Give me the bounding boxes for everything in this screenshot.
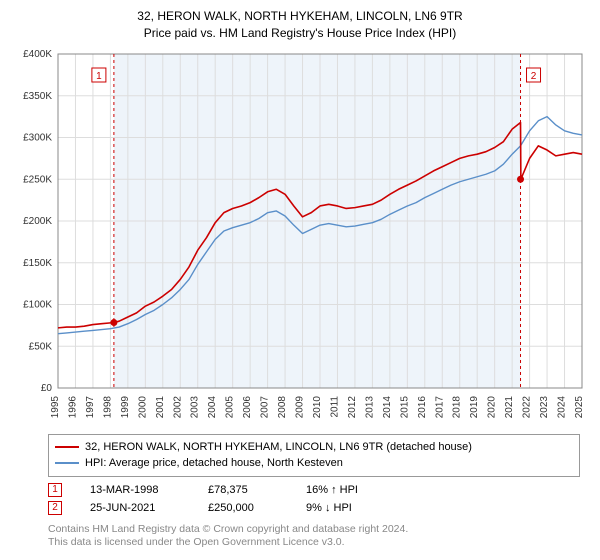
legend-swatch-2 bbox=[55, 462, 79, 464]
svg-text:2011: 2011 bbox=[329, 395, 340, 417]
footnote-line-1: Contains HM Land Registry data © Crown c… bbox=[48, 523, 580, 537]
svg-text:2024: 2024 bbox=[557, 395, 568, 418]
svg-text:2012: 2012 bbox=[347, 395, 358, 418]
svg-text:2015: 2015 bbox=[399, 395, 410, 418]
svg-text:2006: 2006 bbox=[242, 395, 253, 418]
svg-text:1997: 1997 bbox=[85, 395, 96, 418]
sale-date: 13-MAR-1998 bbox=[90, 484, 180, 496]
legend-label-2: HPI: Average price, detached house, Nort… bbox=[85, 455, 343, 472]
svg-text:£100K: £100K bbox=[23, 299, 52, 310]
line-chart-svg: £0 £50K £100K £150K £200K £250K £300K £350K £400… bbox=[10, 48, 590, 428]
svg-text:£0: £0 bbox=[41, 383, 53, 394]
sale-row: 1 13-MAR-1998 £78,375 16% ↑ HPI bbox=[48, 481, 580, 499]
svg-text:2017: 2017 bbox=[434, 395, 445, 418]
sale-pct: 16% ↑ HPI bbox=[306, 484, 396, 496]
svg-text:£250K: £250K bbox=[23, 174, 52, 185]
footnote: Contains HM Land Registry data © Crown c… bbox=[48, 523, 580, 550]
svg-text:2004: 2004 bbox=[207, 395, 218, 418]
svg-text:1998: 1998 bbox=[102, 395, 113, 418]
svg-text:2021: 2021 bbox=[504, 395, 515, 418]
svg-text:1999: 1999 bbox=[120, 395, 131, 418]
svg-text:2002: 2002 bbox=[172, 395, 183, 418]
svg-text:£400K: £400K bbox=[23, 49, 52, 60]
svg-text:2023: 2023 bbox=[539, 395, 550, 418]
svg-text:£150K: £150K bbox=[23, 257, 52, 268]
svg-text:2: 2 bbox=[531, 71, 537, 82]
svg-text:1996: 1996 bbox=[67, 395, 78, 418]
sale-price: £78,375 bbox=[208, 484, 278, 496]
marker-badge-1: 1 bbox=[48, 483, 62, 497]
chart-area: £0 £50K £100K £150K £200K £250K £300K £350K £400… bbox=[10, 48, 590, 428]
legend-row-2: HPI: Average price, detached house, Nort… bbox=[55, 455, 573, 472]
svg-text:2010: 2010 bbox=[312, 395, 323, 418]
svg-text:£350K: £350K bbox=[23, 90, 52, 101]
sale-row: 2 25-JUN-2021 £250,000 9% ↓ HPI bbox=[48, 499, 580, 517]
sale-rows: 1 13-MAR-1998 £78,375 16% ↑ HPI 2 25-JUN… bbox=[48, 481, 580, 517]
footnote-line-2: This data is licensed under the Open Gov… bbox=[48, 536, 580, 550]
sale-price: £250,000 bbox=[208, 502, 278, 514]
svg-text:2009: 2009 bbox=[295, 395, 306, 418]
svg-text:2014: 2014 bbox=[382, 395, 393, 418]
sale-pct: 9% ↓ HPI bbox=[306, 502, 396, 514]
sale-date: 25-JUN-2021 bbox=[90, 502, 180, 514]
legend-label-1: 32, HERON WALK, NORTH HYKEHAM, LINCOLN, … bbox=[85, 439, 472, 456]
legend-swatch-1 bbox=[55, 446, 79, 448]
legend: 32, HERON WALK, NORTH HYKEHAM, LINCOLN, … bbox=[48, 434, 580, 477]
chart-subtitle: Price paid vs. HM Land Registry's House … bbox=[10, 25, 590, 42]
svg-text:2022: 2022 bbox=[522, 395, 533, 418]
svg-text:2003: 2003 bbox=[190, 395, 201, 418]
svg-text:2007: 2007 bbox=[260, 395, 271, 418]
svg-text:2018: 2018 bbox=[452, 395, 463, 418]
svg-text:2016: 2016 bbox=[417, 395, 428, 418]
legend-row-1: 32, HERON WALK, NORTH HYKEHAM, LINCOLN, … bbox=[55, 439, 573, 456]
svg-text:£50K: £50K bbox=[29, 341, 53, 352]
svg-text:2025: 2025 bbox=[574, 395, 585, 418]
svg-text:2001: 2001 bbox=[155, 395, 166, 418]
svg-text:1995: 1995 bbox=[50, 395, 61, 418]
svg-text:2013: 2013 bbox=[364, 395, 375, 418]
svg-text:2005: 2005 bbox=[225, 395, 236, 418]
svg-text:2020: 2020 bbox=[487, 395, 498, 418]
svg-text:2000: 2000 bbox=[137, 395, 148, 418]
chart-title: 32, HERON WALK, NORTH HYKEHAM, LINCOLN, … bbox=[10, 8, 590, 25]
svg-text:1: 1 bbox=[96, 71, 102, 82]
marker-badge-2: 2 bbox=[48, 501, 62, 515]
svg-text:2008: 2008 bbox=[277, 395, 288, 418]
chart-container: 32, HERON WALK, NORTH HYKEHAM, LINCOLN, … bbox=[0, 0, 600, 560]
svg-text:2019: 2019 bbox=[469, 395, 480, 418]
svg-text:£300K: £300K bbox=[23, 132, 52, 143]
svg-text:£200K: £200K bbox=[23, 216, 52, 227]
